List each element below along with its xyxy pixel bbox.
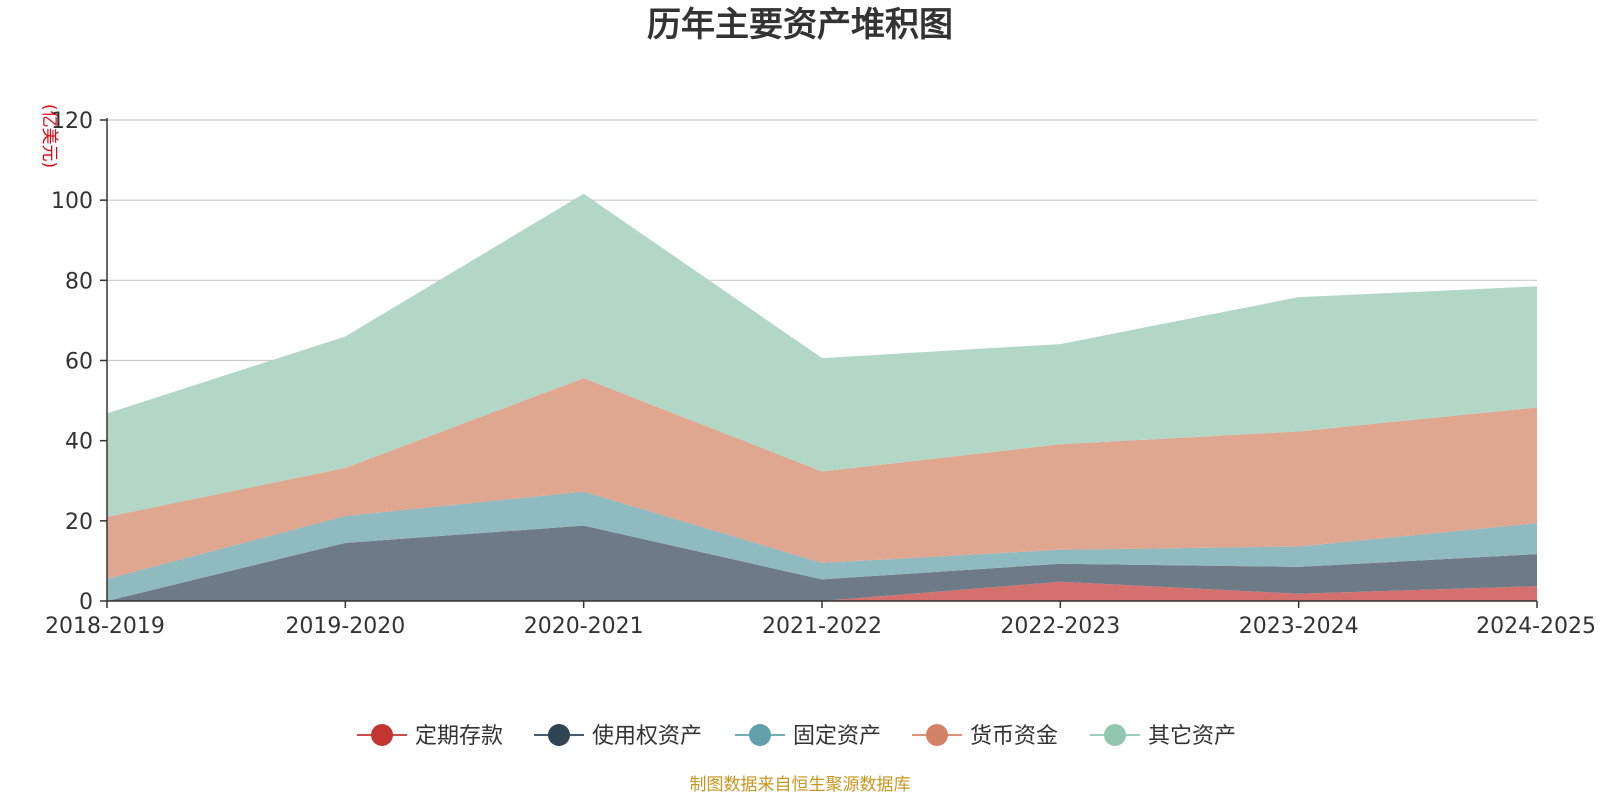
data-source-note: 制图数据来自恒生聚源数据库 [690, 775, 911, 795]
x-tick-label: 2020-2021 [524, 614, 644, 639]
x-tick-label: 2019-2020 [285, 614, 405, 639]
legend-item[interactable]: 其它资产 [1090, 724, 1236, 749]
y-tick-label: 20 [65, 510, 93, 535]
series-3-area [107, 378, 1537, 579]
legend-item[interactable]: 使用权资产 [534, 724, 702, 749]
x-tick-label: 2018-2019 [45, 614, 165, 639]
y-tick-label: 0 [79, 590, 93, 615]
series-1-area [107, 525, 1537, 601]
x-tick-label: 2021-2022 [762, 614, 882, 639]
y-tick-label: 80 [65, 269, 93, 294]
legend-label: 定期存款 [415, 724, 503, 749]
y-axis-unit-label: (亿美元) [39, 104, 59, 168]
x-tick-label: 2024-2025 [1476, 614, 1596, 639]
legend: 定期存款 使用权资产 固定资产 货币资金 其它资产 [357, 724, 1236, 749]
series-4-area [107, 193, 1537, 517]
legend-label: 使用权资产 [592, 724, 702, 749]
area-series [107, 193, 1537, 601]
y-tick-label: 120 [51, 109, 93, 134]
legend-circle-marker [926, 724, 948, 746]
series-2-area [107, 491, 1537, 601]
legend-label: 货币资金 [970, 724, 1058, 749]
legend-item[interactable]: 货币资金 [912, 724, 1058, 749]
series-0-area [107, 581, 1537, 601]
legend-circle-marker [371, 724, 393, 746]
legend-item[interactable]: 定期存款 [357, 724, 503, 749]
legend-label: 其它资产 [1148, 724, 1236, 749]
y-tick-label: 60 [65, 350, 93, 375]
legend-circle-marker [548, 724, 570, 746]
y-tick-label: 40 [65, 430, 93, 455]
legend-label: 固定资产 [793, 724, 881, 749]
x-tick-label: 2023-2024 [1239, 614, 1359, 639]
chart-title: 历年主要资产堆积图 [647, 5, 953, 45]
legend-circle-marker [1104, 724, 1126, 746]
legend-item[interactable]: 固定资产 [735, 724, 881, 749]
y-tick-label: 100 [51, 189, 93, 214]
x-tick-label: 2022-2023 [1000, 614, 1120, 639]
axes: 0 20 40 60 80 100 120 2018-2019 2019-2020 2020-20… [45, 109, 1596, 639]
legend-circle-marker [749, 724, 771, 746]
